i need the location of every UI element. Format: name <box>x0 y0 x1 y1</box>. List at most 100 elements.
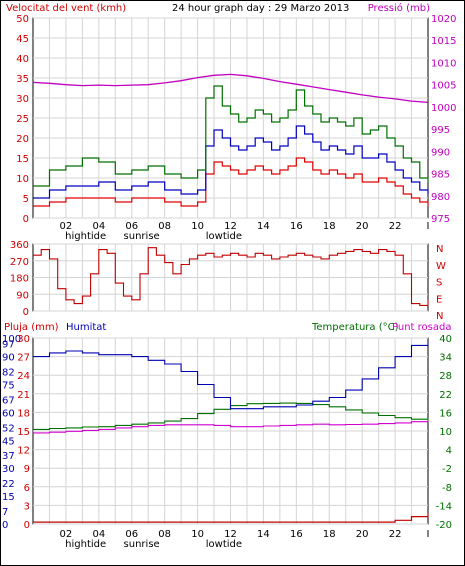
temperature-y-tick-label: 34 <box>439 353 452 364</box>
sun-marker-label: hightide <box>65 539 106 550</box>
sun-marker-label: lowtide <box>206 539 242 550</box>
compass-label: N <box>436 244 443 255</box>
humidity-y-tick-label: 22 <box>2 479 15 490</box>
pressure-series <box>32 73 429 104</box>
wind-y-tick-label: 35 <box>16 74 29 85</box>
x-tick-label: 08 <box>158 221 171 232</box>
x-tick-label: 06 <box>125 221 138 232</box>
x-tick-label: 18 <box>323 529 336 540</box>
rain-series <box>33 513 429 523</box>
temperature-y-tick-label: -14 <box>436 501 452 512</box>
humidity-temperature-panel: -20-14-8-2410162228344007152230374552606… <box>2 334 452 550</box>
sun-marker-label: hightide <box>65 231 106 242</box>
x-tick-label: 20 <box>356 529 369 540</box>
x-tick-label: 08 <box>158 529 171 540</box>
rain-y-tick-label: 27 <box>17 353 30 364</box>
temperature-y-tick-label: 4 <box>446 446 452 457</box>
humidity-y-tick-label: 97 <box>2 340 15 351</box>
sun-marker-label: sunrise <box>124 539 160 550</box>
dewpoint-series <box>33 420 429 434</box>
wind-y-tick-label: 40 <box>16 54 29 65</box>
pressure-y-tick-label: 1010 <box>431 58 456 69</box>
humidity-y-tick-label: 75 <box>2 381 15 392</box>
x-tick-label: 12 <box>224 529 237 540</box>
humidity-y-tick-label: 60 <box>2 408 15 419</box>
wind-y-tick-label: 30 <box>16 94 29 105</box>
wind-y-tick-label: 0 <box>23 214 29 225</box>
compass-label: N <box>436 311 443 322</box>
x-tick-label: 16 <box>290 529 303 540</box>
x-tick-label: 14 <box>257 529 270 540</box>
rain-y-tick-label: 6 <box>24 483 30 494</box>
pressure-y-tick-label: 995 <box>431 125 450 136</box>
pressure-y-tick-label: 1015 <box>431 36 456 47</box>
wind-y-tick-label: 5 <box>23 194 29 205</box>
temperature-y-tick-label: 28 <box>439 371 452 382</box>
humidity-y-tick-label: 67 <box>2 395 15 406</box>
temperature-y-tick-label: 16 <box>439 408 452 419</box>
temperature-y-tick-label: -8 <box>442 483 452 494</box>
rain-y-tick-label: 30 <box>17 334 30 345</box>
direction-y-tick-label: 270 <box>10 257 29 268</box>
compass-label: S <box>436 278 442 289</box>
date-title: 24 hour graph day : 29 Marzo 2013 <box>172 3 349 14</box>
sun-marker-label: sunrise <box>124 231 160 242</box>
temperature-y-tick-label: 10 <box>439 427 452 438</box>
wind-gust-series <box>33 157 429 207</box>
wind-y-tick-label: 20 <box>16 134 29 145</box>
rain-title: Pluja (mm) <box>4 322 59 333</box>
wind-y-tick-label: 45 <box>16 34 29 45</box>
pressure-y-tick-label: 975 <box>431 214 450 225</box>
humidity-y-tick-label: 82 <box>2 367 15 378</box>
humidity-y-tick-label: 30 <box>2 464 15 475</box>
compass-label: W <box>436 261 446 272</box>
temperature-title: Temperatura (°C) <box>311 322 399 333</box>
humidity-y-tick-label: 52 <box>2 423 15 434</box>
direction-y-tick-label: 180 <box>10 274 29 285</box>
pressure-y-tick-label: 1020 <box>431 14 456 25</box>
rain-y-tick-label: 9 <box>24 464 30 475</box>
direction-y-tick-label: 0 <box>23 307 29 318</box>
rain-y-tick-label: 21 <box>17 390 30 401</box>
humidity-series <box>33 341 429 410</box>
x-tick-label: 20 <box>356 221 369 232</box>
x-tick-label: 02 <box>60 221 73 232</box>
pressure-y-tick-label: 1005 <box>431 81 456 92</box>
rain-y-tick-label: 12 <box>17 446 30 457</box>
sun-marker-label: lowtide <box>206 231 242 242</box>
rain-y-tick-label: 24 <box>17 371 30 382</box>
x-tick-label: 04 <box>92 221 105 232</box>
humidity-title: Humitat <box>66 322 106 333</box>
x-tick-label: 16 <box>290 221 303 232</box>
wind-y-tick-label: 10 <box>16 174 29 185</box>
x-tick-label: 10 <box>191 221 204 232</box>
x-tick-label: 06 <box>125 529 138 540</box>
x-tick-label: 02 <box>60 529 73 540</box>
x-tick-label: 18 <box>323 221 336 232</box>
wind-y-tick-label: 15 <box>16 154 29 165</box>
x-tick-label: 04 <box>92 529 105 540</box>
x-tick-label: 12 <box>224 221 237 232</box>
humidity-y-tick-label: 90 <box>2 353 15 364</box>
wind-y-tick-label: 50 <box>16 14 29 25</box>
rain-y-tick-label: 3 <box>24 501 30 512</box>
wind-average-series <box>33 85 429 187</box>
compass-label: E <box>436 294 442 305</box>
humidity-y-tick-label: 15 <box>2 492 15 503</box>
humidity-y-tick-label: 0 <box>2 520 8 531</box>
wind-pressure-panel: 0510152025303540455097598098599099510001… <box>16 14 456 242</box>
temperature-y-tick-label: -2 <box>442 464 452 475</box>
temperature-y-tick-label: -20 <box>436 520 452 531</box>
humidity-y-tick-label: 100 <box>2 334 21 345</box>
x-tick-label: 22 <box>389 529 402 540</box>
dewpoint-title: Punt rosada <box>392 322 451 333</box>
pressure-y-tick-label: 1000 <box>431 103 456 114</box>
pressure-title: Pressió (mb) <box>368 2 430 14</box>
wind-speed-series <box>33 125 429 199</box>
humidity-y-tick-label: 7 <box>2 507 8 518</box>
x-tick-label: 10 <box>191 529 204 540</box>
x-tick-label: 22 <box>389 221 402 232</box>
